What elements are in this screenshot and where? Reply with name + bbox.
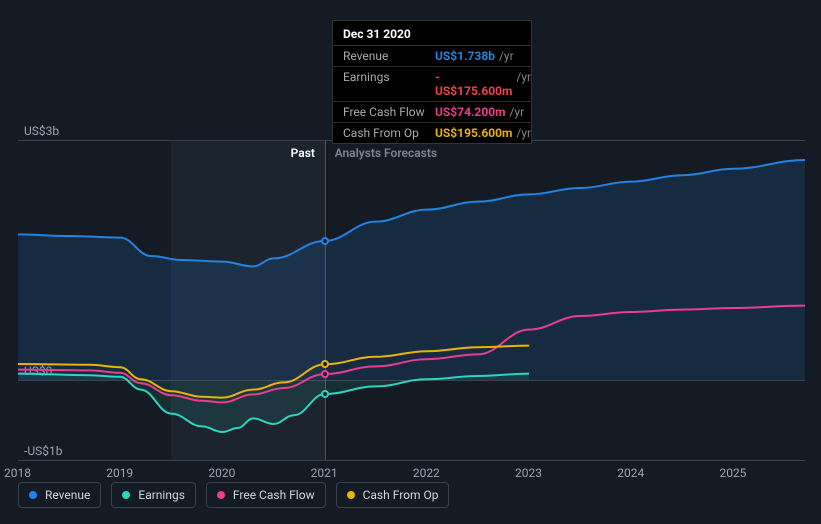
data-tooltip: Dec 31 2020 RevenueUS$1.738b/yrEarnings-… — [332, 20, 532, 144]
legend-item-revenue[interactable]: Revenue — [18, 482, 101, 508]
marker-fcf — [321, 370, 329, 378]
legend-item-earnings[interactable]: Earnings — [111, 482, 196, 508]
legend-label: Free Cash Flow — [233, 488, 315, 502]
legend-label: Cash From Op — [363, 488, 439, 502]
legend-dot — [347, 491, 355, 499]
tooltip-row-unit: /yr — [499, 49, 514, 63]
x-axis-label: 2023 — [515, 466, 542, 480]
tooltip-row-unit: /yr — [516, 70, 531, 84]
tooltip-row: Free Cash FlowUS$74.200m/yr — [333, 102, 531, 123]
legend-dot — [122, 491, 130, 499]
legend-label: Earnings — [138, 488, 185, 502]
legend-item-free-cash-flow[interactable]: Free Cash Flow — [206, 482, 326, 508]
tooltip-row: Earnings-US$175.600m/yr — [333, 67, 531, 102]
legend-label: Revenue — [45, 488, 90, 502]
legend: Revenue Earnings Free Cash Flow Cash From O… — [18, 482, 449, 508]
x-axis-label: 2021 — [311, 466, 338, 480]
x-axis-label: 2024 — [617, 466, 644, 480]
x-axis-label: 2019 — [106, 466, 133, 480]
tooltip-row-value: US$74.200m — [435, 105, 505, 119]
financials-chart: US$3bUS$0-US$1b Past Analysts Forecasts … — [0, 0, 821, 524]
tooltip-row-value: US$1.738b — [435, 49, 495, 63]
legend-dot — [29, 491, 37, 499]
tooltip-row-label: Cash From Op — [343, 126, 435, 140]
marker-cfo — [321, 360, 329, 368]
tooltip-row-label: Free Cash Flow — [343, 105, 435, 119]
tooltip-date: Dec 31 2020 — [333, 21, 531, 46]
legend-dot — [217, 491, 225, 499]
tooltip-row: RevenueUS$1.738b/yr — [333, 46, 531, 67]
marker-earnings — [321, 390, 329, 398]
marker-revenue — [321, 237, 329, 245]
tooltip-row-value: -US$175.600m — [435, 70, 512, 98]
x-axis-label: 2025 — [719, 466, 746, 480]
tooltip-row: Cash From OpUS$195.600m/yr — [333, 123, 531, 143]
tooltip-row-label: Earnings — [343, 70, 435, 84]
tooltip-row-unit: /yr — [509, 105, 524, 119]
tooltip-row-value: US$195.600m — [435, 126, 512, 140]
tooltip-row-label: Revenue — [343, 49, 435, 63]
x-axis-label: 2018 — [4, 466, 31, 480]
x-axis-label: 2022 — [413, 466, 440, 480]
x-axis-label: 2020 — [208, 466, 235, 480]
tooltip-row-unit: /yr — [516, 126, 531, 140]
series-fill-revenue — [18, 160, 805, 380]
legend-item-cash-from-op[interactable]: Cash From Op — [336, 482, 450, 508]
